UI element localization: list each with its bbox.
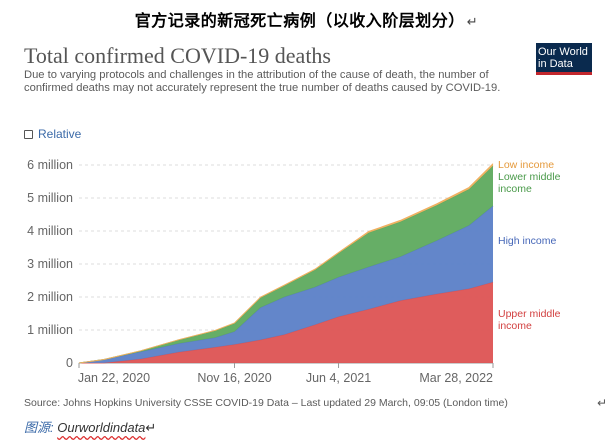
x-tick-label: Mar 28, 2022 (419, 371, 493, 385)
relative-label: Relative (38, 127, 82, 141)
logo-line-2: in Data (538, 58, 573, 70)
y-tick-label: 3 million (27, 257, 73, 271)
area-high-income (79, 205, 493, 363)
y-tick-label: 5 million (27, 191, 73, 205)
y-tick-label: 6 million (27, 158, 73, 172)
legend-label: High income (498, 235, 557, 247)
legend-label: Low income (498, 159, 554, 171)
legend-label: Lower middle (498, 171, 561, 183)
legend-label: income (498, 183, 532, 195)
legend-label: income (498, 320, 532, 332)
y-tick-label: 4 million (27, 224, 73, 238)
x-tick-label: Jun 4, 2021 (306, 371, 371, 385)
return-mark: ↵ (466, 15, 479, 30)
credit-label: 图源: (24, 420, 54, 435)
source-note: Source: Johns Hopkins University CSSE CO… (24, 397, 508, 409)
chart-title: Total confirmed COVID-19 deaths (24, 43, 331, 68)
caption-text: 官方记录的新冠死亡病例（以收入阶层划分） (134, 11, 465, 30)
chart-subtitle: Due to varying protocols and challenges … (24, 69, 501, 95)
y-tick-label: 0 (66, 356, 73, 370)
image-credit: 图源: Ourworldindata↵ (24, 417, 156, 436)
y-tick-label: 2 million (27, 290, 73, 304)
x-tick-label: Jan 22, 2020 (78, 371, 150, 385)
relative-checkbox[interactable] (24, 129, 33, 139)
logo-accent-bar (536, 72, 592, 75)
area-upper-middle-income (79, 282, 493, 363)
owid-logo[interactable]: Our World in Data (536, 43, 592, 75)
y-tick-label: 1 million (27, 323, 73, 337)
chart-caption: 官方记录的新冠死亡病例（以收入阶层划分） ↵ (0, 7, 613, 31)
return-mark-2: ↵ (597, 396, 608, 410)
x-tick-label: Nov 16, 2020 (197, 371, 271, 385)
credit-return-mark: ↵ (145, 420, 157, 435)
series-line (78, 163, 494, 364)
relative-toggle[interactable]: Relative (24, 127, 81, 141)
credit-site-link[interactable]: Ourworldindata (57, 420, 146, 435)
legend-label: Upper middle (498, 308, 561, 320)
logo-line-1: Our World (538, 46, 588, 58)
